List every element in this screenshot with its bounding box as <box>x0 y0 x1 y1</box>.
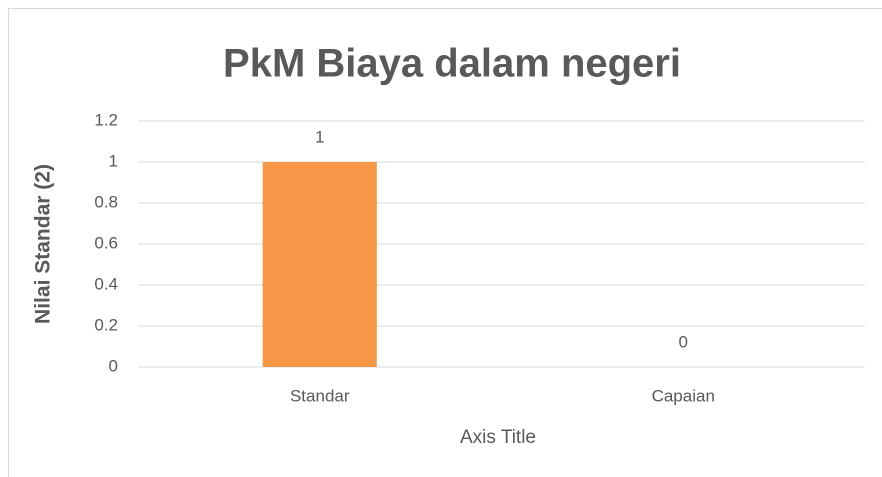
x-tick-label: Standar <box>290 386 350 405</box>
data-label: 0 <box>679 332 688 351</box>
y-axis-title: Nilai Standar (2) <box>32 164 55 324</box>
y-tick-label: 0 <box>109 356 118 375</box>
y-tick-label: 1.2 <box>94 110 118 129</box>
y-tick-label: 0.2 <box>94 315 118 334</box>
data-label: 1 <box>315 127 324 146</box>
y-tick-label: 1 <box>109 151 118 170</box>
chart-border <box>8 8 882 477</box>
x-tick-label: Capaian <box>652 386 715 405</box>
bar <box>262 162 377 367</box>
y-tick-label: 0.6 <box>94 233 118 252</box>
y-tick-label: 0.4 <box>94 274 118 293</box>
chart-title: PkM Biaya dalam negeri <box>223 42 681 86</box>
x-axis-title: Axis Title <box>460 427 536 448</box>
y-tick-label: 0.8 <box>94 192 118 211</box>
